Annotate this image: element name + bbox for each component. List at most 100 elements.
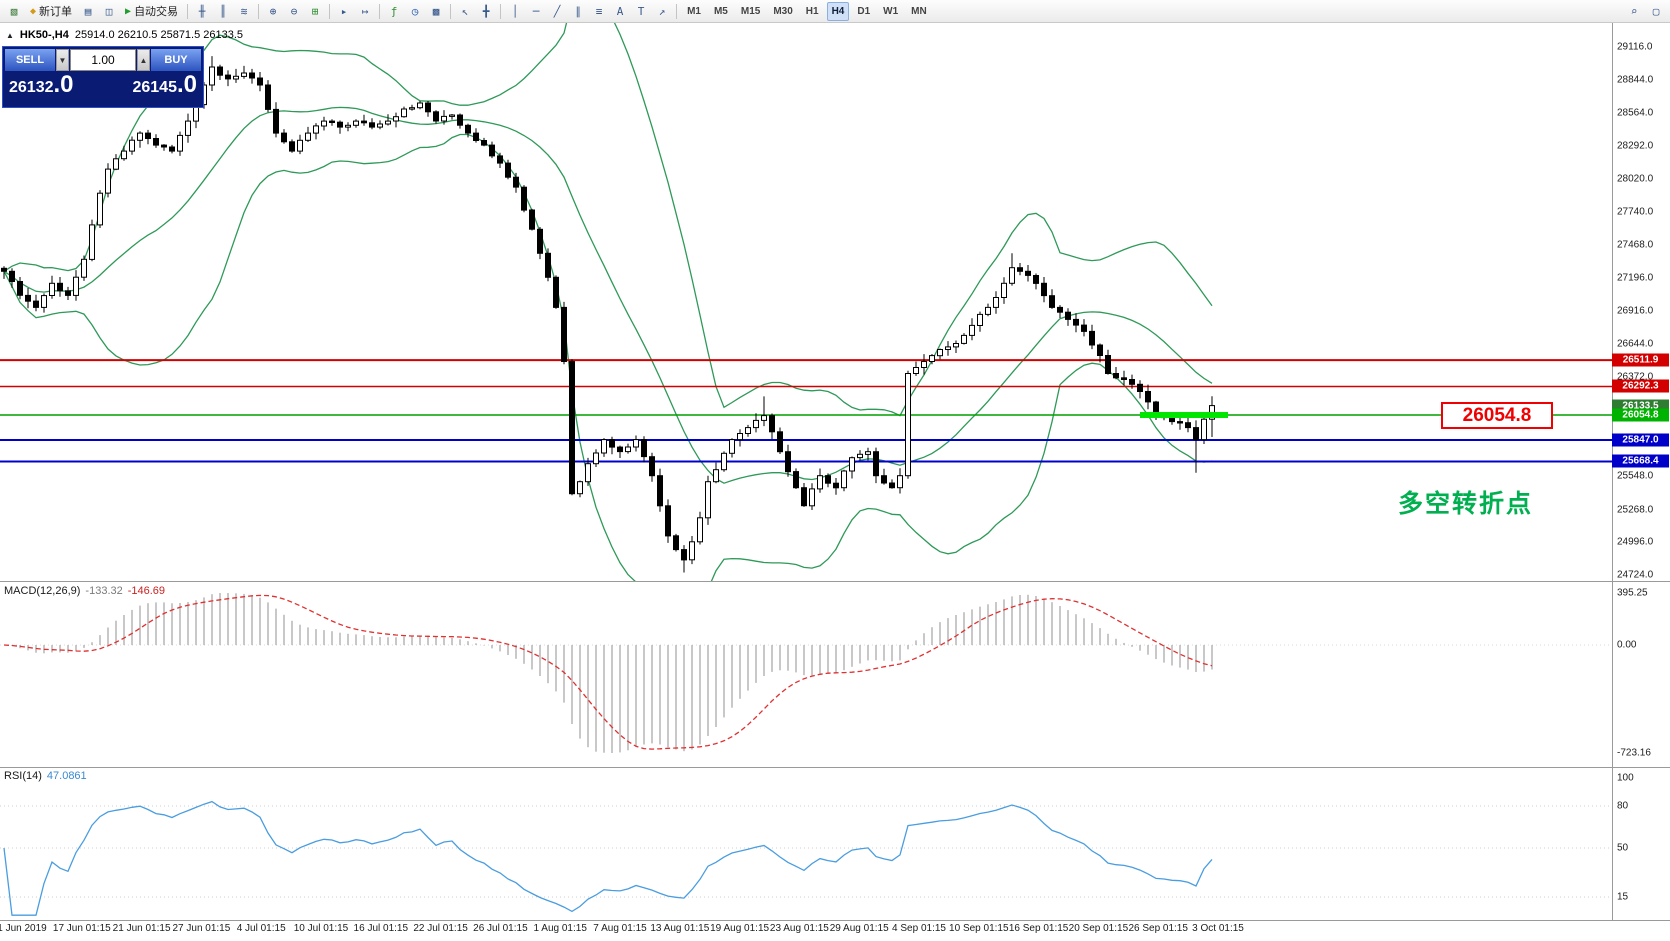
new-order-button-label: 新订单 [39,6,73,18]
macd-main-value: -133.32 [85,585,123,597]
templates-icon[interactable]: ▩ [432,4,440,18]
price-annotation-box[interactable]: 26054.8 [1441,402,1553,429]
macd-axis-label: 395.25 [1617,587,1648,599]
macd-signal-value: -146.69 [127,585,166,597]
date-axis-label: 23 Aug 01:15 [769,923,829,934]
volume-increase-button[interactable]: ▲ [137,49,150,71]
symbol-name: HK50-,H4 [19,29,69,41]
timeframe-h1[interactable]: H1 [805,5,819,17]
macd-name: MACD(12,26,9) [4,585,81,597]
date-axis-label: 1 Aug 01:15 [533,923,587,934]
toolbar-separator [500,3,502,19]
price-tag: 25668.4 [1612,454,1669,468]
price-tag: 26292.3 [1612,379,1669,393]
candlestick-chart-icon[interactable]: ║ [219,4,227,18]
date-axis-label: 26 Jul 01:15 [473,923,528,934]
date-axis-label: 27 Jun 01:15 [172,923,231,934]
search-icon[interactable]: ⌕ [1630,4,1638,18]
price-axis-label: 24996.0 [1617,536,1654,548]
indicators-icon[interactable]: ƒ [390,4,398,18]
buy-button[interactable]: BUY [151,49,201,71]
price-axis-label: 28564.0 [1617,107,1654,119]
turning-point-label[interactable]: 多空转折点 [1398,490,1534,518]
price-tag: 25847.0 [1612,433,1669,447]
price-axis-label: 24724.0 [1617,569,1654,581]
cursor-icon[interactable]: ↖ [461,4,469,18]
bar-chart-icon[interactable]: ╫ [198,4,206,18]
price-axis-label: 27196.0 [1617,272,1654,284]
auto-scroll-icon[interactable]: ▸ [340,4,348,18]
toolbar: ▧ ◆ 新订单 ▤ ◫ ▶ 自动交易 ╫ ║ ≋ ⊕ ⊖ ⊞ ▸ ↦ ƒ ◷ ▩ ↖ ╋ │ ─ ╱ ∥ ≡ A T ↗ M1 M5 M15… [0,0,1670,23]
toolbar-separator [329,3,331,19]
price-axis-label: 26372.0 [1617,371,1654,383]
sell-button[interactable]: SELL [5,49,55,71]
periods-icon[interactable]: ◷ [411,4,419,18]
timeframe-m5[interactable]: M5 [713,5,728,17]
date-axis-label: 16 Sep 01:15 [1008,923,1069,934]
trade-prices-row: 26132.0 26145.0 [3,73,203,97]
date-axis-label: 7 Aug 01:15 [593,923,647,934]
text-label-icon[interactable]: T [637,4,645,18]
zoom-out-icon[interactable]: ⊖ [290,4,298,18]
price-axis-label: 26916.0 [1617,305,1654,317]
macd-axis-label: -723.16 [1617,747,1651,759]
horizontal-line-icon[interactable]: ─ [532,4,540,18]
rsi-label: RSI(14) 47.0861 [4,770,87,782]
price-axis-label: 28844.0 [1617,74,1654,86]
price-axis-label: 26644.0 [1617,338,1654,350]
arrows-icon[interactable]: ↗ [658,4,666,18]
new-chart-icon[interactable]: ▧ [10,4,18,18]
line-chart-icon[interactable]: ≋ [240,4,248,18]
date-axis-label: 1 Jun 2019 [0,923,47,934]
data-window-icon[interactable]: ◫ [105,4,113,18]
volume-input[interactable] [70,49,136,71]
chart-title: ▲ HK50-,H4 25914.0 26210.5 25871.5 26133… [6,29,243,41]
volume-decrease-button[interactable]: ▼ [56,49,69,71]
timeframe-mn[interactable]: MN [911,5,927,17]
timeframe-h4[interactable]: H4 [826,1,850,21]
buy-price: 26145.0 [132,71,197,98]
toolbar-separator [676,3,678,19]
timeframe-m30[interactable]: M30 [773,5,793,17]
date-axis-label: 4 Sep 01:15 [892,923,946,934]
sell-price: 26132.0 [9,71,74,98]
rsi-name: RSI(14) [4,770,42,782]
date-axis-label: 21 Jun 01:15 [112,923,171,934]
rsi-axis-label: 80 [1617,800,1629,812]
toolbar-separator [187,3,189,19]
date-axis-label: 17 Jun 01:15 [52,923,111,934]
macd-axis-label: 0.00 [1617,639,1637,651]
timeframe-w1[interactable]: W1 [883,5,899,17]
timeframe-d1[interactable]: D1 [857,5,871,17]
zoom-in-icon[interactable]: ⊕ [269,4,277,18]
rsi-value: 47.0861 [46,770,87,782]
timeframe-m1[interactable]: M1 [687,5,701,17]
price-tag: 26054.8 [1612,408,1669,422]
date-axis-label: 29 Aug 01:15 [829,923,889,934]
trendline-icon[interactable]: ╱ [553,4,561,18]
date-axis-label: 13 Aug 01:15 [650,923,710,934]
vertical-line-icon[interactable]: │ [511,4,519,18]
date-axis-label: 4 Jul 01:15 [236,923,286,934]
new-order-button[interactable]: ◆ 新订单 [25,2,77,21]
text-icon[interactable]: A [616,4,624,18]
auto-trading-button[interactable]: ▶ 自动交易 [120,2,183,21]
play-icon: ▶ [125,5,132,17]
layout-icon[interactable]: ▢ [1652,4,1660,18]
equidistant-channel-icon[interactable]: ∥ [575,4,581,18]
ohlc-values: 25914.0 26210.5 25871.5 26133.5 [74,29,244,41]
crosshair-icon[interactable]: ╋ [482,4,490,18]
date-axis-label: 3 Oct 01:15 [1192,923,1244,934]
macd-label: MACD(12,26,9) -133.32 -146.69 [4,585,165,597]
price-axis-label: 27740.0 [1617,206,1654,218]
fibonacci-icon[interactable]: ≡ [595,4,603,18]
timeframe-m15[interactable]: M15 [740,5,761,17]
profiles-icon[interactable]: ▤ [84,4,92,18]
date-axis-label: 22 Jul 01:15 [413,923,468,934]
date-axis-label: 19 Aug 01:15 [710,923,770,934]
chart-shift-icon[interactable]: ↦ [361,4,369,18]
tile-windows-icon[interactable]: ⊞ [311,4,319,18]
one-click-trading-panel: SELL ▼ ▲ BUY 26132.0 26145.0 [2,46,204,108]
date-axis-label: 10 Jul 01:15 [293,923,349,934]
